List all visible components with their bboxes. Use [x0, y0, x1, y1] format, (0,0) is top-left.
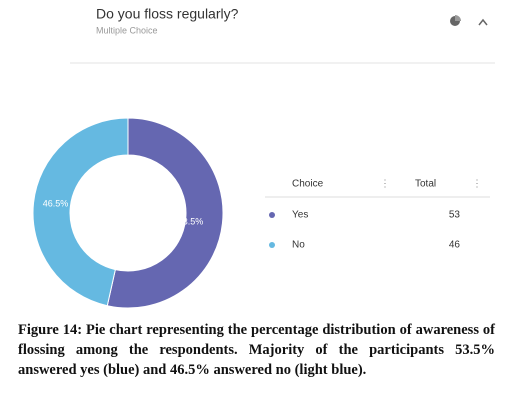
total-value: 46 [449, 240, 461, 251]
choice-label: Yes [292, 210, 308, 221]
column-header: Choice [292, 179, 324, 190]
total-value: 53 [449, 210, 461, 221]
legend-dot [269, 242, 275, 248]
choice-label: No [292, 240, 305, 251]
chart-type-icon[interactable] [450, 15, 461, 26]
collapse-caret[interactable] [478, 18, 488, 26]
sort-icon[interactable]: ⋮ [380, 179, 390, 190]
sort-icon[interactable]: ⋮ [472, 179, 482, 190]
legend-dot [269, 212, 275, 218]
figure-caption: Figure 14: Pie chart representing the pe… [18, 322, 495, 378]
pie-icon-slice[interactable] [455, 15, 461, 21]
data-label: 53.5% [178, 216, 204, 226]
data-label: 46.5% [43, 198, 69, 208]
donut-slice [106, 117, 224, 309]
column-header: Total [415, 179, 436, 190]
question-title: Do you floss regularly? [96, 6, 239, 22]
question-type: Multiple Choice [96, 25, 158, 35]
donut-slice [32, 117, 129, 307]
survey-card: Do you floss regularly? Multiple Choice … [32, 6, 495, 309]
